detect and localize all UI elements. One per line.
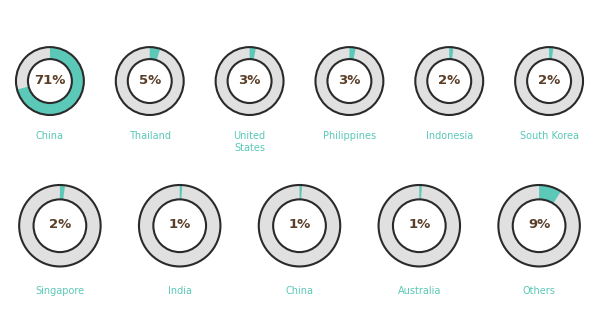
Text: Others: Others [523, 286, 555, 296]
Wedge shape [515, 47, 583, 115]
Wedge shape [419, 185, 422, 199]
Text: 1%: 1% [168, 218, 191, 231]
Text: Indonesia: Indonesia [426, 131, 473, 141]
Circle shape [273, 199, 326, 252]
Wedge shape [250, 47, 256, 59]
Text: Thailand: Thailand [129, 131, 171, 141]
Wedge shape [216, 47, 283, 115]
Text: United
States: United States [234, 131, 265, 153]
Text: China: China [36, 131, 64, 141]
Circle shape [328, 59, 371, 103]
Circle shape [427, 59, 471, 103]
Text: 1%: 1% [408, 218, 431, 231]
Wedge shape [19, 185, 101, 266]
Circle shape [228, 59, 271, 103]
Wedge shape [539, 185, 561, 204]
Text: 2%: 2% [438, 74, 461, 87]
Text: 3%: 3% [238, 74, 261, 87]
Circle shape [513, 199, 565, 252]
Wedge shape [379, 185, 460, 266]
Text: Philippines: Philippines [323, 131, 376, 141]
Wedge shape [16, 47, 84, 115]
Text: China: China [286, 286, 313, 296]
Circle shape [128, 59, 172, 103]
Wedge shape [180, 185, 182, 199]
Text: India: India [168, 286, 192, 296]
Text: 9%: 9% [528, 218, 550, 231]
Text: South Korea: South Korea [519, 131, 579, 141]
Wedge shape [316, 47, 383, 115]
Wedge shape [549, 47, 553, 59]
Wedge shape [139, 185, 220, 266]
Wedge shape [60, 185, 65, 200]
Wedge shape [415, 47, 483, 115]
Circle shape [28, 59, 72, 103]
Text: Singapore: Singapore [35, 286, 84, 296]
Wedge shape [17, 47, 84, 115]
Circle shape [153, 199, 206, 252]
Text: 3%: 3% [338, 74, 361, 87]
Wedge shape [300, 185, 302, 199]
Wedge shape [449, 47, 453, 59]
Circle shape [393, 199, 446, 252]
Text: Australia: Australia [398, 286, 441, 296]
Wedge shape [259, 185, 340, 266]
Wedge shape [349, 47, 356, 59]
Wedge shape [116, 47, 184, 115]
Wedge shape [150, 47, 161, 60]
Text: 1%: 1% [288, 218, 311, 231]
Circle shape [527, 59, 571, 103]
Text: 71%: 71% [34, 74, 66, 87]
Circle shape [34, 199, 86, 252]
Text: 2%: 2% [49, 218, 71, 231]
Text: 5%: 5% [138, 74, 161, 87]
Text: 2%: 2% [538, 74, 560, 87]
Wedge shape [498, 185, 580, 266]
